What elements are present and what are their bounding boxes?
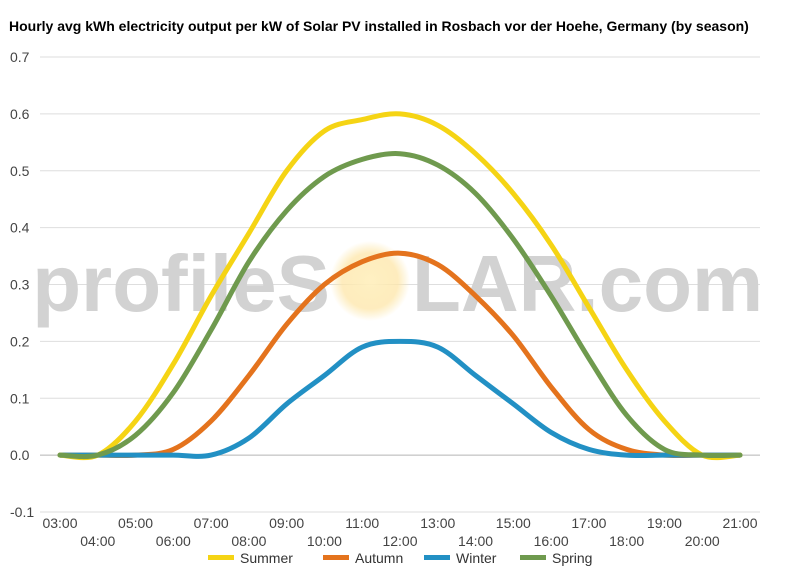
legend-label-spring: Spring: [552, 550, 592, 566]
x-tick-label: 13:00: [420, 515, 455, 531]
legend-swatch-spring: [520, 555, 546, 560]
x-tick-label: 10:00: [307, 533, 342, 549]
legend-label-winter: Winter: [456, 550, 497, 566]
x-tick-label: 12:00: [382, 533, 417, 549]
legend-swatch-autumn: [323, 555, 349, 560]
watermark-sun-icon: [330, 241, 410, 321]
x-tick-label: 11:00: [345, 515, 379, 531]
x-tick-label: 20:00: [685, 533, 720, 549]
x-tick-label: 16:00: [534, 533, 569, 549]
x-tick-label: 14:00: [458, 533, 493, 549]
watermark-text-right: LAR.com: [412, 239, 763, 328]
x-tick-label: 07:00: [194, 515, 229, 531]
y-tick-label: 0.4: [10, 220, 30, 236]
x-tick-label: 19:00: [647, 515, 682, 531]
y-tick-label: 0.1: [10, 390, 30, 406]
x-tick-label: 08:00: [231, 533, 266, 549]
series-line-spring: [57, 151, 743, 460]
series-lines: [57, 111, 743, 461]
x-tick-label: 15:00: [496, 515, 531, 531]
legend-label-summer: Summer: [240, 550, 293, 566]
watermark-text-left: profileS: [32, 239, 330, 328]
y-tick-label: 0.2: [10, 333, 30, 349]
legend-swatch-summer: [208, 555, 234, 560]
legend-label-autumn: Autumn: [355, 550, 403, 566]
legend: Summer Autumn Winter Spring: [208, 550, 592, 566]
x-tick-label: 21:00: [722, 515, 757, 531]
y-tick-label: 0.0: [10, 447, 30, 463]
x-tick-label: 18:00: [609, 533, 644, 549]
y-tick-label: 0.6: [10, 106, 30, 122]
x-tick-label: 17:00: [571, 515, 606, 531]
series-line-autumn: [57, 250, 743, 459]
watermark: profileS LAR.com: [32, 239, 763, 328]
y-tick-label: -0.1: [10, 504, 34, 520]
x-tick-label: 06:00: [156, 533, 191, 549]
y-tick-label: 0.3: [10, 277, 30, 293]
chart-title: Hourly avg kWh electricity output per kW…: [9, 18, 749, 34]
y-tick-label: 0.7: [10, 49, 30, 65]
x-tick-label: 04:00: [80, 533, 115, 549]
x-tick-label: 05:00: [118, 515, 153, 531]
x-axis-labels: 03:0004:0005:0006:0007:0008:0009:0010:00…: [42, 515, 757, 549]
series-line-summer: [57, 111, 743, 461]
y-axis-labels: -0.1 0.0 0.1 0.2 0.3 0.4 0.5 0.6 0.7: [10, 49, 34, 520]
x-tick-label: 03:00: [42, 515, 77, 531]
x-tick-label: 09:00: [269, 515, 304, 531]
legend-swatch-winter: [424, 555, 450, 560]
series-line-winter: [57, 338, 743, 459]
y-tick-label: 0.5: [10, 163, 30, 179]
